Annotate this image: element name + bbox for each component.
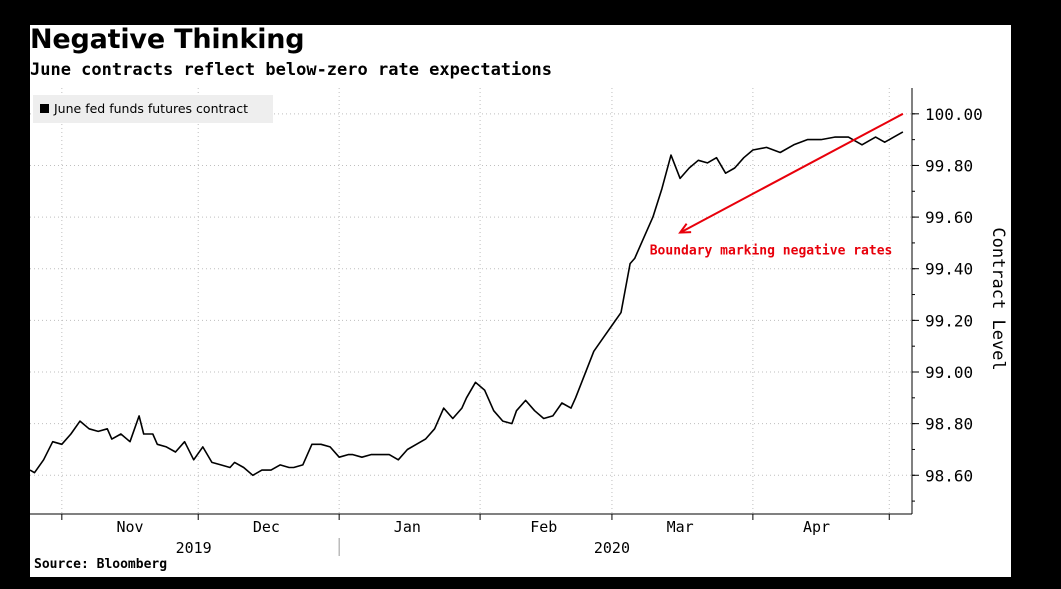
axes: 98.60 98.80 99.00 99.20 99.40 99.60 99.80 100.0…	[30, 88, 1008, 557]
x-tick-label: Dec	[253, 518, 280, 536]
annotation-layer: Boundary marking negative rates	[650, 112, 904, 259]
series-layer	[29, 131, 904, 477]
y-tick-label: 99.00	[925, 363, 973, 382]
y-tick-label: 99.80	[925, 156, 973, 175]
y-tick-label: 98.60	[925, 466, 973, 485]
x-tick-label: Apr	[803, 518, 830, 536]
y-tick-label: 100.00	[925, 105, 983, 124]
y-tick-label: 99.20	[925, 311, 973, 330]
legend-label: June fed funds futures contract	[53, 101, 248, 116]
chart-title: Negative Thinking	[30, 24, 305, 55]
legend-swatch	[40, 104, 49, 113]
y-tick-label: 99.60	[925, 208, 973, 227]
series-line	[29, 131, 904, 477]
source-note: Source: Bloomberg	[34, 557, 168, 572]
annotation-text: Boundary marking negative rates	[650, 244, 893, 259]
year-label: 2020	[594, 539, 630, 557]
x-tick-label: Nov	[116, 518, 143, 536]
legend: June fed funds futures contract	[33, 95, 273, 123]
legend-box	[33, 95, 273, 123]
x-tick-label: Feb	[530, 518, 557, 536]
chart-subtitle: June contracts reflect below-zero rate e…	[30, 60, 552, 80]
annotation-arrow	[679, 112, 904, 234]
y-tick-label: 99.40	[925, 260, 973, 279]
x-tick-label: Jan	[394, 518, 421, 536]
y-tick-label: 98.80	[925, 415, 973, 434]
arrow-head	[678, 223, 692, 234]
year-label: 2019	[176, 539, 212, 557]
y-axis-label: Contract Level	[988, 227, 1008, 370]
gridlines	[30, 88, 912, 514]
x-tick-label: Mar	[667, 518, 694, 536]
